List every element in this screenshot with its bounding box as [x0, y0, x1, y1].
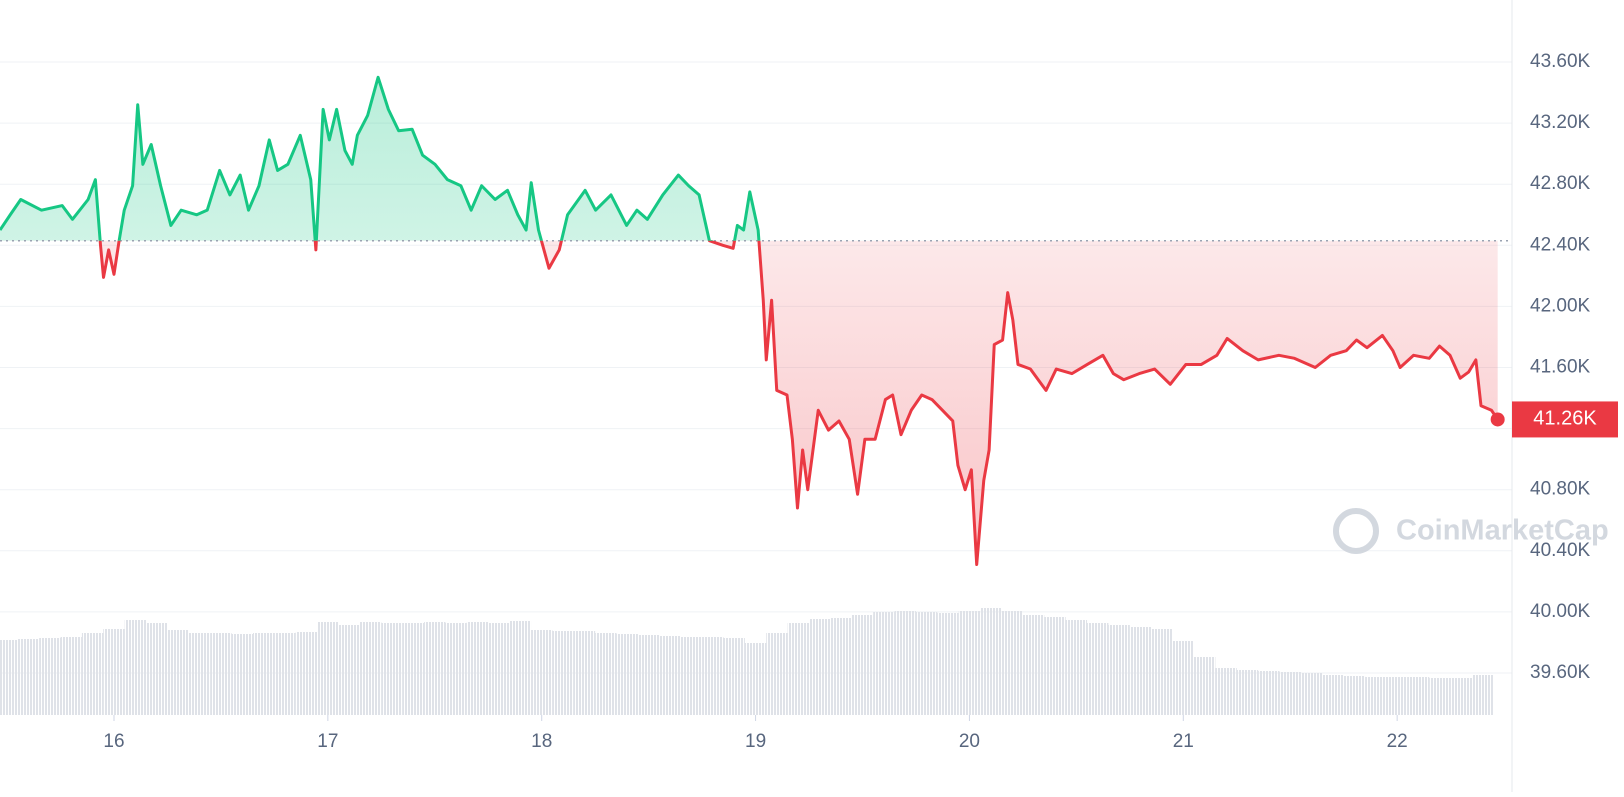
y-tick-label: 40.40K — [1530, 540, 1591, 561]
volume-bar — [509, 621, 532, 715]
y-tick-label: 42.80K — [1530, 173, 1591, 194]
volume-bar — [252, 633, 275, 715]
volume-bar — [124, 620, 147, 715]
volume-bar — [188, 633, 211, 715]
watermark-text: CoinMarketCap — [1396, 515, 1609, 547]
x-tick-label: 20 — [959, 731, 980, 752]
volume-bar — [1450, 678, 1473, 715]
volume-bar — [0, 640, 18, 715]
volume-bar — [1172, 641, 1194, 715]
x-tick-label: 21 — [1173, 731, 1194, 752]
volume-bar — [17, 639, 40, 715]
area-up — [0, 77, 1498, 241]
volume-bar — [787, 623, 810, 715]
y-tick-label: 43.60K — [1530, 51, 1591, 72]
y-tick-label: 42.00K — [1530, 295, 1591, 316]
area-down — [100, 240, 1498, 565]
volume-bar — [1001, 611, 1023, 715]
volume-bar — [744, 643, 767, 715]
volume-bar — [359, 622, 382, 715]
volume-bar — [231, 634, 253, 715]
volume-bar — [488, 623, 510, 715]
y-tick-label: 43.20K — [1530, 112, 1591, 133]
volume-bar — [595, 633, 617, 715]
volume-bar — [146, 623, 168, 715]
volume-bar — [1129, 627, 1152, 715]
volume-bar — [552, 631, 574, 715]
volume-bar — [894, 611, 916, 715]
x-tick-label: 16 — [103, 731, 124, 752]
x-tick-label: 19 — [745, 731, 766, 752]
volume-bar — [680, 637, 703, 715]
current-price-label: 41.26K — [1533, 408, 1597, 430]
volume-bar — [1193, 657, 1216, 715]
volume-bar — [1386, 677, 1408, 715]
volume-bar — [1472, 675, 1494, 715]
volume-bar — [338, 625, 360, 715]
volume-bar — [1429, 678, 1451, 715]
volume-bar — [659, 636, 681, 715]
volume-bar — [167, 630, 189, 715]
y-tick-label: 42.40K — [1530, 234, 1591, 255]
x-tick-label: 17 — [317, 731, 338, 752]
volume-bar — [637, 635, 660, 715]
volume-bar — [1151, 629, 1173, 715]
volume-bar — [980, 608, 1002, 715]
volume-bar — [103, 629, 125, 715]
volume-bar — [937, 613, 959, 715]
volume-bar — [1365, 677, 1387, 715]
volume-bar — [466, 622, 489, 715]
volume-bar — [1258, 671, 1280, 715]
volume-bar — [723, 638, 745, 715]
volume-bar — [531, 630, 553, 715]
price-line-down — [98, 240, 1499, 567]
current-price-box — [1512, 401, 1618, 438]
x-tick-label: 22 — [1387, 731, 1408, 752]
volume-bar — [1044, 617, 1066, 715]
volume-bar — [60, 637, 82, 715]
volume-bars — [0, 608, 1494, 715]
volume-bar — [851, 615, 874, 715]
volume-bar — [809, 619, 831, 715]
y-tick-label: 41.60K — [1530, 357, 1591, 378]
volume-bar — [1343, 676, 1366, 715]
volume-bar — [1236, 670, 1259, 715]
volume-bar — [1108, 625, 1130, 715]
last-point — [1490, 412, 1505, 427]
volume-bar — [766, 633, 788, 715]
volume-bar — [402, 623, 425, 715]
volume-bar — [1215, 668, 1237, 715]
y-tick-label: 40.00K — [1530, 601, 1591, 622]
volume-bar — [1065, 620, 1088, 715]
volume-bar — [81, 633, 104, 715]
volume-bar — [445, 623, 467, 715]
volume-bar — [210, 633, 232, 715]
volume-bar — [424, 622, 446, 715]
volume-bar — [39, 638, 61, 715]
volume-bar — [1022, 615, 1045, 715]
volume-bar — [616, 634, 638, 715]
volume-bar — [317, 622, 339, 715]
volume-bar — [1087, 623, 1109, 715]
watermark: CoinMarketCap — [1333, 508, 1609, 554]
volume-bar — [958, 611, 981, 715]
volume-bar — [381, 623, 403, 715]
volume-bar — [573, 631, 596, 715]
volume-bar — [274, 633, 296, 715]
watermark-logo — [1333, 508, 1379, 554]
volume-bar — [1300, 673, 1323, 715]
volume-bar — [915, 612, 938, 715]
y-tick-label: 39.60K — [1530, 662, 1591, 683]
x-tick-label: 18 — [531, 731, 552, 752]
y-tick-label: 40.80K — [1530, 479, 1591, 500]
volume-bar — [1407, 677, 1430, 715]
volume-bar — [873, 612, 895, 715]
volume-bar — [295, 632, 318, 715]
volume-bar — [830, 618, 852, 715]
volume-bar — [702, 637, 724, 715]
volume-bar — [1279, 672, 1301, 715]
volume-bar — [1322, 675, 1344, 715]
price-line-up — [0, 75, 761, 241]
